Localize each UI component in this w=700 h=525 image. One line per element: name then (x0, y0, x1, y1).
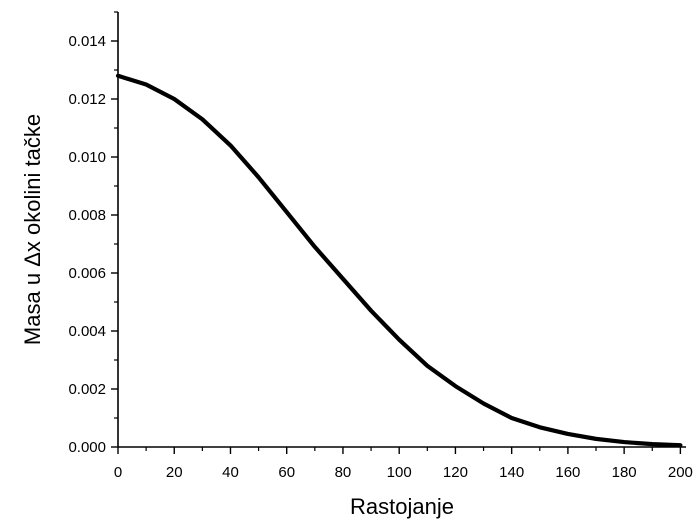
x-axis-ticks: 0 20 40 60 80 100 120 140 160 180 200 (114, 447, 693, 481)
y-tick-label: 0.004 (68, 323, 106, 340)
y-tick-label: 0.014 (68, 33, 106, 50)
y-axis-ticks: 0.000 0.002 0.004 0.006 0.008 0.010 0.012 0.014 (68, 11, 118, 456)
y-tick-label: 0.008 (68, 207, 106, 224)
series-layer (115, 73, 683, 448)
x-tick-label: 20 (166, 464, 183, 481)
x-tick-label: 80 (335, 464, 352, 481)
x-tick-label: 200 (668, 464, 693, 481)
x-tick-label: 140 (499, 464, 524, 481)
x-tick-label: 0 (114, 464, 122, 481)
y-tick-label: 0.002 (68, 381, 106, 398)
x-tick-label: 160 (555, 464, 580, 481)
y-tick-label: 0.006 (68, 265, 106, 282)
series-line (115, 73, 683, 448)
y-axis-title: Masa u Δx okolini tačke (20, 114, 45, 345)
y-tick-label: 0.010 (68, 149, 106, 166)
plot-area (117, 12, 686, 448)
x-tick-label: 60 (278, 464, 295, 481)
x-axis-title: Rastojanje (350, 494, 454, 519)
x-tick-label: 100 (387, 464, 412, 481)
y-tick-label: 0.012 (68, 91, 106, 108)
x-tick-label: 120 (443, 464, 468, 481)
x-tick-label: 40 (222, 464, 239, 481)
y-tick-label: 0.000 (68, 439, 106, 456)
x-tick-label: 180 (612, 464, 637, 481)
